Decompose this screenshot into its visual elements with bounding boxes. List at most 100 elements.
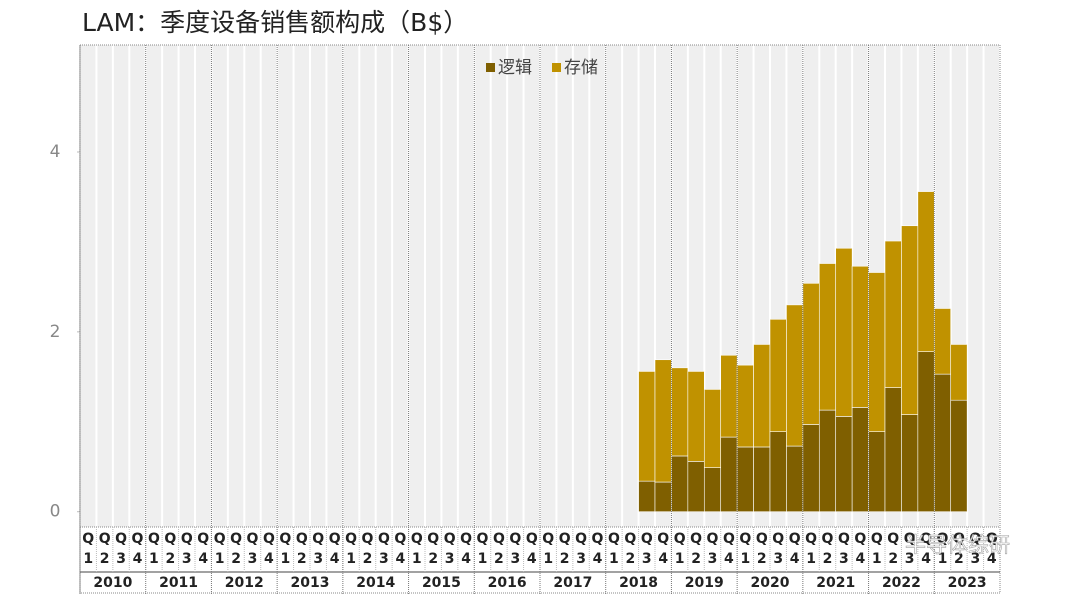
year-label: 2017 — [553, 575, 592, 591]
bar-segment — [753, 344, 771, 448]
bar-segment — [769, 431, 787, 513]
bar-segment — [786, 445, 804, 513]
column-band — [311, 45, 326, 527]
column-band — [245, 45, 260, 527]
column-band — [343, 45, 359, 527]
bar-segment — [753, 446, 771, 513]
bar-segment — [950, 344, 968, 401]
column-band — [393, 45, 408, 527]
column-band — [984, 45, 999, 527]
column-band — [294, 45, 309, 527]
column-band — [458, 45, 474, 527]
column-band — [113, 45, 129, 527]
year-label: 2013 — [291, 575, 330, 591]
year-label: 2023 — [948, 575, 987, 591]
column-band — [573, 45, 589, 527]
column-band — [508, 45, 523, 527]
legend-swatch — [552, 63, 561, 72]
year-label: 2010 — [93, 575, 132, 591]
legend-swatch — [486, 63, 495, 72]
column-band — [97, 45, 112, 527]
y-tick-label: 2 — [50, 322, 61, 342]
legend-label: 存储 — [564, 58, 598, 78]
bar-segment — [703, 389, 722, 468]
year-label: 2014 — [356, 575, 395, 591]
year-label: 2018 — [619, 575, 658, 591]
column-band — [590, 45, 605, 527]
bar-segment — [818, 263, 837, 411]
y-tick-label: 0 — [50, 502, 61, 522]
bar-segment — [868, 272, 886, 432]
column-band — [163, 45, 178, 527]
bar-segment — [933, 308, 952, 375]
column-band — [327, 45, 342, 527]
bar-segment — [638, 480, 656, 513]
watermark: 半导体综研 — [905, 533, 1010, 557]
bar-segment — [884, 387, 902, 513]
year-label: 2016 — [488, 575, 527, 591]
year-label: 2011 — [159, 575, 198, 591]
bar-segment — [671, 367, 689, 457]
bar-segment — [950, 399, 968, 513]
bar-segment — [654, 359, 672, 483]
column-band — [179, 45, 194, 527]
chart-title: LAM：季度设备销售额构成（B$） — [82, 8, 468, 37]
bar-segment — [654, 481, 672, 513]
bar-segment — [720, 436, 738, 513]
column-band — [228, 45, 244, 527]
bar-segment — [687, 371, 705, 462]
bar-segment — [851, 265, 869, 408]
legend-label: 逻辑 — [498, 58, 532, 78]
column-band — [557, 45, 572, 527]
column-band — [491, 45, 507, 527]
bar-segment — [851, 407, 869, 513]
bar-segment — [917, 351, 935, 513]
bar-segment — [917, 191, 935, 352]
column-band — [376, 45, 392, 527]
bar-segment — [818, 409, 837, 513]
column-band — [524, 45, 539, 527]
bar-segment — [901, 414, 919, 513]
column-band — [81, 45, 96, 527]
column-band — [541, 45, 556, 527]
year-label: 2015 — [422, 575, 461, 591]
bar-segment — [638, 371, 656, 482]
year-label: 2022 — [882, 575, 921, 591]
